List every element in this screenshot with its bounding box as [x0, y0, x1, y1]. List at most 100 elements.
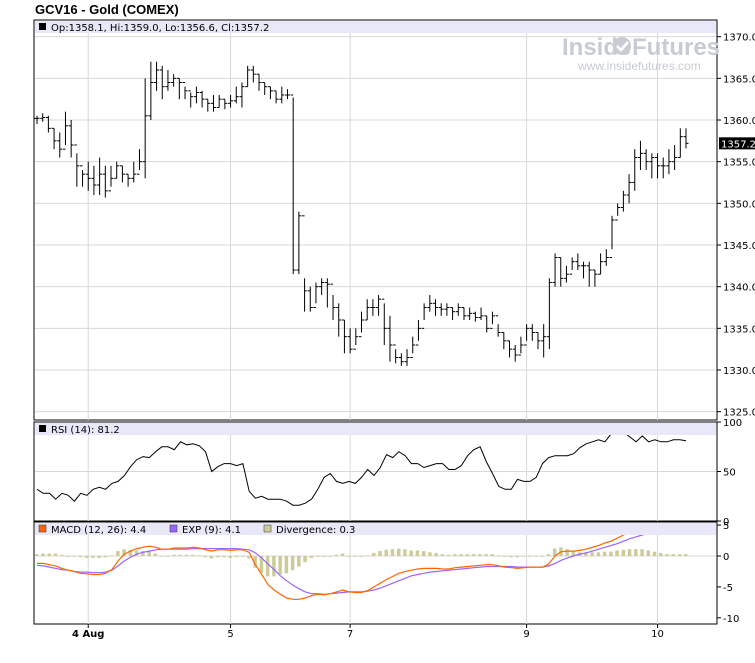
macd-panel: MACD (12, 26): 4.4 EXP (9): 4.1 Divergen…	[33, 521, 739, 625]
divergence-bar	[490, 554, 495, 556]
ohlc-bar	[171, 74, 177, 87]
ohlc-bar	[324, 278, 330, 308]
ohlc-bar	[489, 311, 495, 329]
divergence-bar	[446, 554, 451, 556]
divergence-legend-swatch-icon	[263, 524, 272, 533]
divergence-bar	[203, 556, 207, 558]
ohlc-bar	[188, 90, 194, 108]
ohlc-bar	[245, 65, 251, 88]
ohlc-bar	[108, 165, 114, 192]
ohlc-bar	[250, 65, 256, 83]
divergence-bar	[153, 553, 158, 556]
ohlc-bar	[193, 86, 199, 104]
ohlc-bar	[74, 144, 80, 187]
divergence-bar	[440, 554, 445, 556]
ohlc-bar	[643, 149, 649, 170]
ohlc-bar	[541, 324, 547, 358]
rsi-gridlines	[35, 435, 716, 521]
ohlc-bar	[341, 319, 347, 354]
divergence-bar	[278, 556, 282, 575]
ohlc-bar	[336, 303, 342, 337]
price-y-tick-label: 1365.0	[723, 74, 755, 85]
ohlc-bar	[136, 149, 142, 175]
divergence-bar	[315, 556, 320, 557]
ohlc-bar	[603, 249, 609, 266]
macd-y-tick-label: 0	[723, 552, 729, 563]
ohlc-bar	[34, 115, 40, 125]
price-y-tick-label: 1325.0	[723, 408, 755, 419]
ohlc-bar	[512, 345, 518, 362]
divergence-bar	[546, 554, 551, 556]
divergence-bar	[471, 554, 476, 556]
ohlc-series	[34, 61, 689, 366]
ohlc-bar	[302, 215, 308, 312]
divergence-bar	[228, 556, 232, 558]
ohlc-bar	[569, 257, 575, 275]
divergence-bar	[322, 556, 326, 557]
ohlc-bar	[546, 278, 552, 350]
price-y-tick-label: 1355.0	[723, 158, 755, 169]
ohlc-bar	[467, 307, 473, 320]
ohlc-bar	[267, 86, 273, 100]
price-y-tick-label: 1330.0	[723, 366, 755, 377]
exp-legend: EXP (9): 4.1	[182, 525, 241, 536]
divergence-legend: Divergence: 0.3	[276, 525, 355, 536]
divergence-bar	[259, 556, 264, 573]
divergence-bar	[671, 554, 676, 556]
ohlc-bar	[233, 86, 239, 104]
ohlc-bar	[182, 82, 188, 100]
price-panel: Inside Futures www.insidefutures.com Op:…	[33, 19, 755, 421]
divergence-bar	[97, 556, 101, 558]
ohlc-bar	[660, 157, 666, 179]
divergence-bar	[646, 550, 651, 556]
price-legend-bg	[35, 21, 716, 33]
price-legend-marker-icon	[39, 23, 46, 30]
divergence-bar	[465, 554, 470, 556]
divergence-bar	[309, 556, 314, 558]
ohlc-bar	[438, 303, 444, 316]
divergence-bar	[147, 551, 151, 556]
divergence-bar	[191, 554, 195, 556]
ohlc-bar	[666, 149, 672, 175]
divergence-bar	[91, 556, 95, 558]
divergence-bar	[215, 556, 220, 558]
ohlc-bar	[575, 253, 581, 270]
price-y-tick-label: 1340.0	[723, 283, 755, 294]
ohlc-bar	[85, 161, 91, 191]
ohlc-bar	[552, 253, 558, 287]
divergence-histogram	[35, 547, 688, 577]
ohlc-bar	[296, 211, 302, 275]
ohlc-bar	[598, 253, 604, 275]
ohlc-bar	[284, 89, 290, 100]
price-panel-frame	[33, 19, 718, 421]
ohlc-bar	[581, 261, 587, 279]
divergence-bar	[166, 556, 170, 557]
divergence-bar	[66, 556, 70, 557]
x-axis: 4 Aug 5 7 9 10	[72, 624, 664, 640]
ohlc-bar	[415, 320, 421, 346]
price-y-tick-label: 1370.0	[723, 33, 755, 44]
divergence-bar	[403, 549, 407, 556]
ohlc-bar	[97, 157, 103, 195]
divergence-bar	[47, 553, 51, 556]
ohlc-bar	[620, 190, 626, 212]
divergence-bar	[303, 556, 307, 563]
divergence-bar	[684, 554, 688, 556]
watermark: Inside Futures www.insidefutures.com	[562, 34, 720, 73]
divergence-bar	[571, 551, 576, 556]
divergence-bar	[209, 556, 214, 559]
ohlc-bar	[114, 161, 120, 179]
divergence-bar	[496, 555, 501, 557]
ohlc-bar	[262, 82, 268, 95]
divergence-bar	[515, 556, 520, 558]
ohlc-bar	[256, 73, 262, 91]
ohlc-bar	[461, 307, 467, 320]
divergence-bar	[540, 556, 544, 557]
ohlc-bar	[609, 215, 615, 258]
chart-title: GCV16 - Gold (COMEX)	[35, 2, 179, 17]
ohlc-bar	[102, 165, 108, 198]
divergence-bar	[509, 556, 513, 558]
ohlc-bar	[319, 278, 325, 295]
ohlc-bar	[626, 174, 632, 204]
